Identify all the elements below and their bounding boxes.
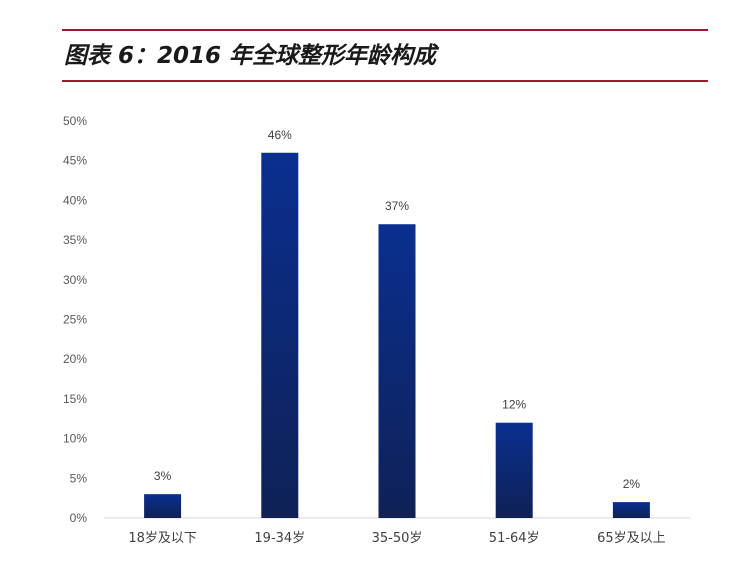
figure-title: 图表 6：2016 年全球整形年龄构成 [64,43,437,69]
data-label: 12% [502,398,526,412]
y-axis-ticks: 0% 5% 10% 15% 20% 25% 30% 35% 40% 45% 50% [63,114,87,525]
y-tick-label: 15% [63,392,87,406]
y-tick-label: 30% [63,273,87,287]
x-category-label: 65岁及以上 [597,531,666,546]
y-tick-label: 45% [63,154,87,168]
y-tick-label: 20% [63,352,87,366]
bar [495,422,533,518]
y-tick-label: 0% [70,511,88,525]
y-tick-label: 40% [63,193,87,207]
header-bottom-rule [62,80,708,82]
x-category-label: 51-64岁 [489,531,540,546]
data-label: 2% [623,477,641,491]
y-tick-label: 35% [63,233,87,247]
data-label: 46% [268,128,292,142]
y-tick-label: 5% [70,471,88,485]
bar [378,224,416,518]
x-category-label: 35-50岁 [372,531,423,546]
y-tick-label: 25% [63,313,87,327]
y-tick-label: 10% [63,432,87,446]
bar [612,502,650,518]
data-labels: 3% 46% 37% 12% 2% [154,128,640,491]
data-label: 37% [385,199,409,213]
category-labels: 18岁及以下 19-34岁 35-50岁 51-64岁 65岁及以上 [128,531,665,546]
bars [144,152,650,518]
bar [144,494,182,518]
bar [261,152,299,518]
y-tick-label: 50% [63,114,87,128]
x-category-label: 19-34岁 [254,531,305,546]
x-category-label: 18岁及以下 [128,531,197,546]
data-label: 3% [154,469,172,483]
header-top-rule [62,29,708,31]
